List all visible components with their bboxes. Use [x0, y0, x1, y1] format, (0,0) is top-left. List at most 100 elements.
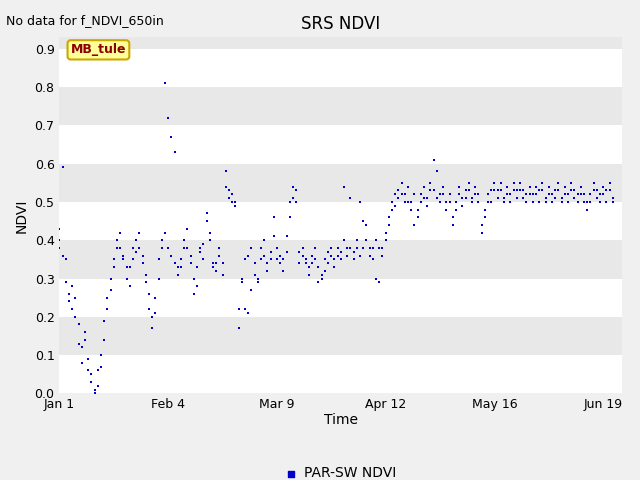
Point [384, 214, 394, 221]
Point [426, 179, 436, 187]
Point [198, 255, 209, 263]
Point [237, 275, 247, 282]
Point [115, 244, 125, 252]
Point [282, 232, 292, 240]
Point [355, 198, 365, 206]
Point [355, 252, 365, 259]
Point [214, 244, 225, 252]
Point [540, 194, 550, 202]
Point [575, 191, 586, 198]
Point [524, 191, 534, 198]
Point [74, 321, 84, 328]
Point [160, 229, 170, 237]
Point [572, 191, 582, 198]
Point [381, 229, 391, 237]
Point [531, 183, 541, 191]
Point [432, 194, 442, 202]
Point [275, 259, 285, 267]
Point [464, 179, 474, 187]
Point [106, 286, 116, 294]
Bar [60, 240, 622, 278]
Point [250, 271, 260, 278]
Point [490, 187, 500, 194]
Point [294, 259, 305, 267]
Point [275, 252, 285, 259]
Point [330, 255, 340, 263]
Point [269, 214, 279, 221]
Point [534, 187, 544, 194]
Point [527, 198, 538, 206]
Point [556, 198, 566, 206]
Point [339, 236, 349, 244]
Point [246, 244, 257, 252]
Point [118, 255, 129, 263]
Point [579, 198, 589, 206]
Point [416, 191, 426, 198]
Point [342, 252, 353, 259]
Point [607, 194, 618, 202]
Point [205, 229, 215, 237]
Point [458, 202, 468, 210]
Point [208, 259, 218, 267]
Point [96, 363, 106, 371]
Bar [60, 355, 622, 393]
Point [477, 229, 487, 237]
Title: SRS NDVI: SRS NDVI [301, 15, 381, 33]
Point [598, 191, 608, 198]
Point [154, 275, 164, 282]
Point [157, 244, 167, 252]
Point [54, 236, 65, 244]
Point [438, 183, 449, 191]
Point [406, 206, 417, 214]
Point [134, 244, 145, 252]
Point [563, 191, 573, 198]
Point [58, 164, 68, 171]
Point [326, 252, 337, 259]
Point [243, 309, 253, 317]
Point [125, 263, 135, 271]
Point [467, 198, 477, 206]
Point [591, 187, 602, 194]
Point [221, 183, 231, 191]
Point [288, 194, 298, 202]
Point [387, 198, 397, 206]
Point [362, 236, 372, 244]
Point [467, 194, 477, 202]
Point [508, 187, 518, 194]
Point [294, 248, 305, 255]
Point [419, 183, 429, 191]
Point [102, 305, 113, 313]
Point [413, 206, 423, 214]
Bar [60, 317, 622, 355]
Point [80, 328, 90, 336]
Point [352, 244, 362, 252]
Point [314, 278, 324, 286]
Point [230, 198, 241, 206]
Point [99, 336, 109, 344]
Point [378, 244, 388, 252]
Point [93, 382, 103, 390]
Point [371, 236, 381, 244]
Point [112, 244, 122, 252]
Point [304, 271, 314, 278]
Point [486, 187, 497, 194]
Point [176, 255, 186, 263]
Point [77, 344, 87, 351]
Point [90, 386, 100, 394]
Point [118, 252, 129, 259]
Point [422, 194, 433, 202]
Point [208, 263, 218, 271]
Point [138, 252, 148, 259]
Point [102, 294, 113, 301]
Point [262, 259, 273, 267]
Point [86, 371, 97, 378]
Point [333, 252, 343, 259]
Point [134, 229, 145, 237]
Point [301, 255, 311, 263]
Point [147, 324, 157, 332]
Point [601, 198, 611, 206]
Point [259, 236, 269, 244]
Point [141, 271, 151, 278]
Point [374, 244, 385, 252]
Point [349, 255, 359, 263]
